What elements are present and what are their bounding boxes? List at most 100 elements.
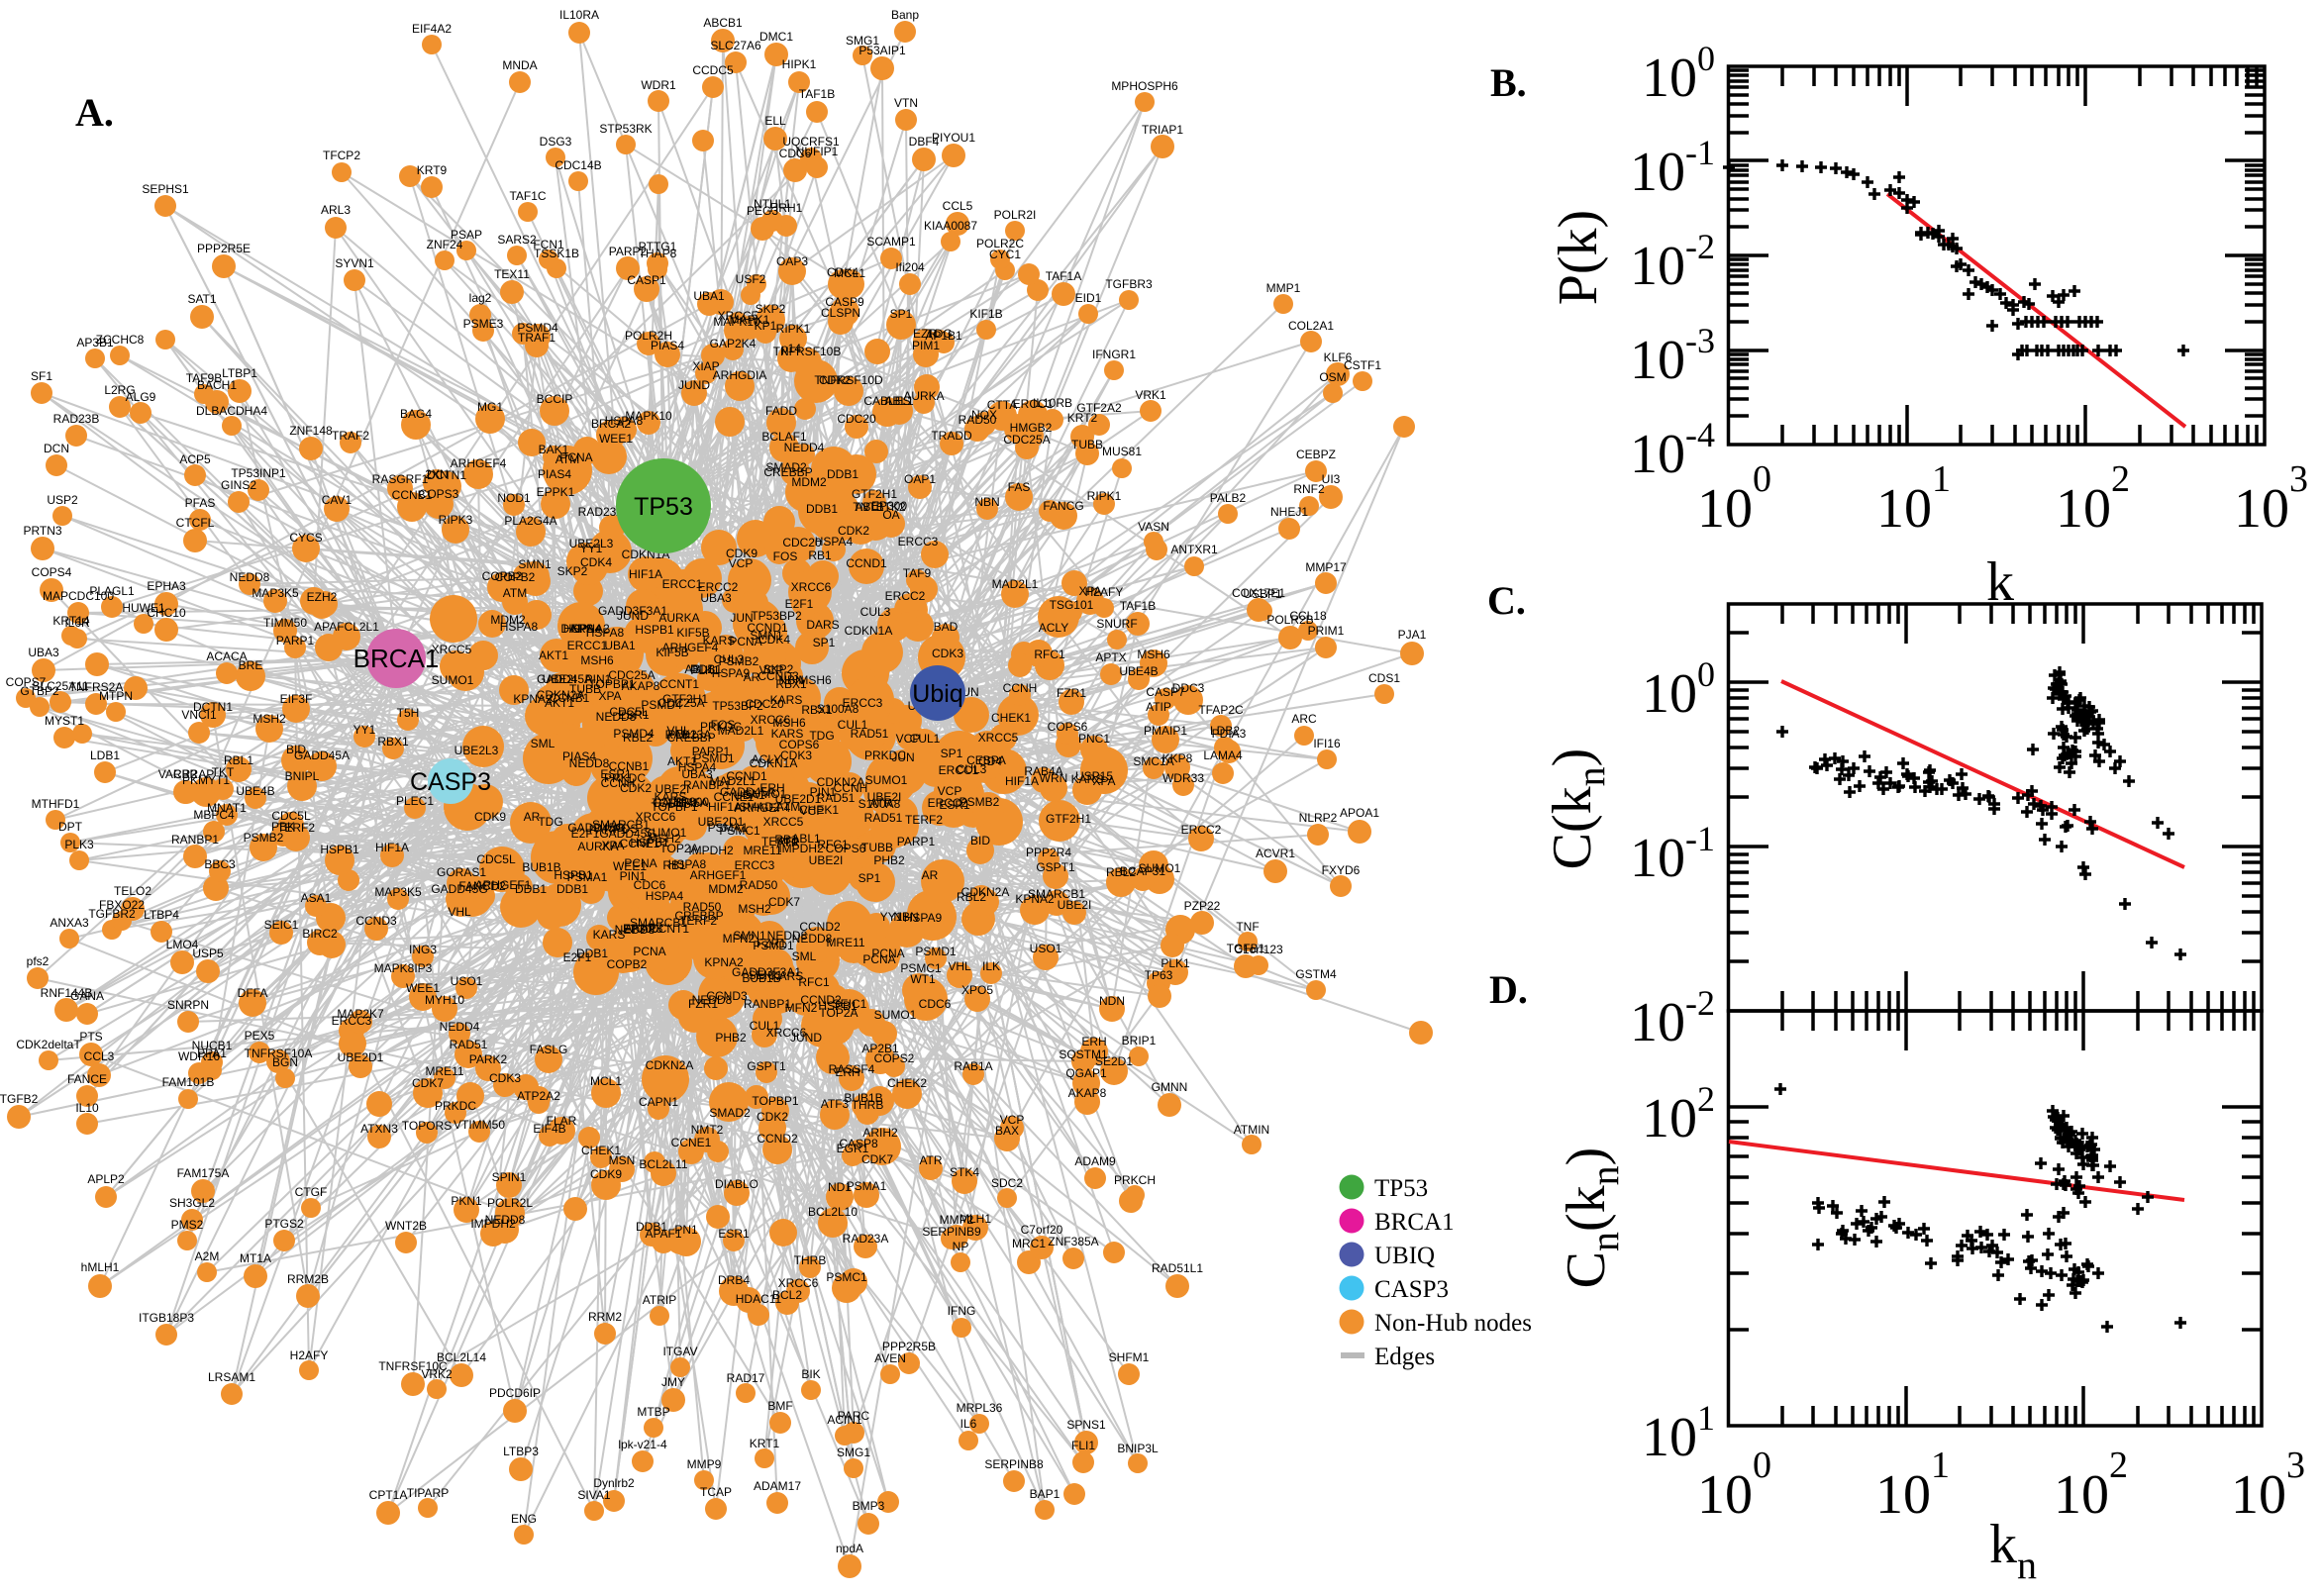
svg-text:103: 103 [2231,1445,2305,1526]
svg-text:NEDD4: NEDD4 [440,1020,480,1034]
svg-text:GADD45G: GADD45G [599,827,656,841]
svg-text:LTBP1: LTBP1 [222,366,257,380]
svg-text:SUMO1: SUMO1 [874,1008,917,1022]
svg-text:VRK2: VRK2 [421,1367,453,1381]
svg-text:RNF2: RNF2 [1293,482,1325,496]
svg-text:TKT: TKT [212,765,235,779]
svg-text:TOP2A: TOP2A [819,1006,858,1020]
svg-text:CTGF: CTGF [295,1185,328,1199]
svg-text:ATF3: ATF3 [821,1097,850,1111]
svg-text:BCL2L10: BCL2L10 [808,1205,858,1219]
svg-text:VCP: VCP [729,556,754,570]
svg-text:Dynlrb2: Dynlrb2 [593,1476,635,1490]
svg-text:SP1: SP1 [890,307,913,321]
svg-text:OAP1: OAP1 [904,472,936,486]
svg-text:CDKN2A: CDKN2A [537,688,585,702]
svg-text:VHL: VHL [666,724,690,738]
svg-text:BUB1B: BUB1B [522,860,560,874]
svg-text:POLR2L: POLR2L [487,1196,533,1210]
svg-text:XRCC6: XRCC6 [791,580,832,594]
svg-text:NEDD8: NEDD8 [792,932,833,946]
svg-text:ERCC3: ERCC3 [843,696,883,710]
svg-text:AKT1: AKT1 [667,754,697,768]
svg-text:YY1: YY1 [880,910,903,924]
svg-text:PIAS4: PIAS4 [538,467,571,481]
svg-text:APOA1: APOA1 [1340,806,1379,820]
svg-text:GADD45A: GADD45A [653,796,708,810]
svg-text:CDK2: CDK2 [620,781,652,795]
svg-text:USO1: USO1 [451,974,483,988]
svg-text:CDC5L: CDC5L [271,809,311,823]
svg-text:CCL5: CCL5 [943,199,973,213]
svg-text:CHEK2: CHEK2 [887,1076,927,1090]
svg-text:USBP1: USBP1 [1243,587,1282,601]
svg-text:CDK2deltaT: CDK2deltaT [16,1038,81,1051]
svg-text:UBE4B: UBE4B [1119,664,1158,678]
svg-text:MDM2: MDM2 [791,475,827,489]
svg-text:ATR: ATR [776,836,799,849]
svg-text:PSMB2: PSMB2 [244,831,284,845]
svg-text:SERPINB8: SERPINB8 [984,1457,1044,1471]
svg-text:NBN: NBN [974,495,999,509]
svg-text:MTBP: MTBP [637,1405,669,1419]
svg-text:PSME3: PSME3 [463,317,504,331]
svg-text:SDC2: SDC2 [991,1176,1023,1190]
svg-text:CDK4: CDK4 [758,633,790,647]
svg-text:WT1: WT1 [910,972,936,986]
svg-text:PIN1: PIN1 [585,672,612,686]
svg-text:SP1: SP1 [813,636,836,649]
svg-text:PIYOU1: PIYOU1 [932,131,975,145]
svg-text:POLR2I: POLR2I [994,208,1037,222]
svg-text:CDK7: CDK7 [861,1152,893,1166]
svg-text:DSG3: DSG3 [540,135,572,149]
svg-text:WDR33: WDR33 [1162,771,1204,785]
svg-text:ABCB1: ABCB1 [703,16,743,30]
svg-text:PCNA: PCNA [559,450,592,464]
svg-text:ARHGEF1: ARHGEF1 [690,868,747,882]
svg-text:VTN: VTN [894,96,918,110]
svg-text:LRSAM1: LRSAM1 [208,1370,255,1384]
svg-text:DRB4: DRB4 [718,1273,750,1287]
svg-text:CUL1: CUL1 [910,732,941,746]
svg-text:EIF3F: EIF3F [280,692,313,706]
svg-text:HMGB2: HMGB2 [1010,421,1053,435]
svg-text:100: 100 [1697,1445,1771,1526]
svg-text:GORAS1: GORAS1 [437,865,486,879]
svg-text:RAD51: RAD51 [864,811,903,825]
svg-text:EID1: EID1 [1075,291,1102,305]
svg-text:ING3: ING3 [409,943,437,956]
svg-text:HIPK1: HIPK1 [782,57,817,71]
svg-text:NEDD8: NEDD8 [569,756,610,770]
svg-text:CDK4: CDK4 [827,265,858,279]
svg-text:SE2D1: SE2D1 [1095,1054,1133,1068]
svg-text:PSMD1: PSMD1 [753,939,794,952]
svg-text:GADD45G: GADD45G [431,882,487,896]
svg-text:BAP1: BAP1 [1030,1487,1060,1501]
svg-text:MAPK10: MAPK10 [625,409,672,423]
svg-text:KARS: KARS [593,928,626,942]
svg-text:BRCA1: BRCA1 [1374,1209,1455,1236]
svg-text:HSPA4: HSPA4 [646,889,684,903]
svg-text:KPNA2: KPNA2 [570,622,610,636]
svg-text:PARP1: PARP1 [692,745,731,758]
svg-text:RBL2: RBL2 [957,890,986,904]
svg-text:PCNA: PCNA [862,952,895,966]
svg-text:ACLY: ACLY [752,752,781,766]
svg-text:RAD51: RAD51 [817,791,856,805]
svg-text:hMLH1: hMLH1 [81,1260,120,1274]
svg-text:NEDD8: NEDD8 [615,923,656,937]
svg-text:PLK3: PLK3 [64,838,94,851]
svg-text:RRM2B: RRM2B [287,1272,329,1286]
svg-text:SUMO1: SUMO1 [865,773,908,787]
svg-text:BAX: BAX [995,1124,1019,1138]
svg-text:KKP8: KKP8 [1162,751,1193,765]
svg-text:TDG: TDG [538,815,562,829]
svg-text:ANTXR1: ANTXR1 [1170,543,1218,556]
svg-text:ERCC2: ERCC2 [698,580,739,594]
svg-text:RB1: RB1 [662,858,686,872]
svg-text:ITGAV: ITGAV [662,1345,697,1358]
svg-text:DCTN1: DCTN1 [427,468,466,482]
svg-text:PIAS4: PIAS4 [651,339,684,352]
svg-text:FAS: FAS [1008,480,1031,494]
svg-text:CSTF1: CSTF1 [1344,358,1381,372]
